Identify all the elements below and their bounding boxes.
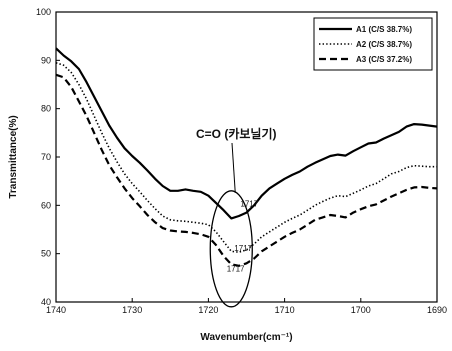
y-tick-label: 80	[41, 104, 51, 114]
peak-label: 1717	[234, 244, 252, 253]
legend: A1 (C/S 38.7%) A2 (C/S 38.7%) A3 (C/S 37.2…	[313, 17, 433, 71]
axis-ticks: 1740 1730 1720 1710 1700 1690 40 50 60 70 80 90 100	[36, 7, 447, 315]
series-line-a1	[55, 47, 438, 220]
legend-entry: A1 (C/S 38.7%)	[356, 25, 412, 34]
plot-frame	[55, 11, 438, 303]
y-tick-label: 50	[41, 249, 51, 259]
peak-label: 1717	[240, 199, 258, 208]
x-tick-label: 1700	[351, 305, 371, 315]
annotation-group: C=O (카보닐기)	[196, 126, 277, 308]
series-line-a3	[55, 73, 438, 267]
peak-label: 1717	[227, 265, 245, 274]
x-tick-label: 1690	[427, 305, 447, 315]
x-tick-label: 1740	[46, 305, 66, 315]
y-tick-label: 40	[41, 297, 51, 307]
x-tick-label: 1710	[275, 305, 295, 315]
x-axis-title: Wavenumber(cm⁻¹)	[200, 332, 292, 343]
y-tick-label: 90	[41, 55, 51, 65]
peak-labels: 1717 1717 1717	[227, 199, 259, 273]
carbonyl-annotation-text: C=O (카보닐기)	[196, 126, 277, 141]
x-tick-label: 1720	[198, 305, 218, 315]
x-tick-label: 1730	[122, 305, 142, 315]
y-axis-title: Transmittance(%)	[8, 115, 19, 198]
series-line-a2	[55, 62, 437, 253]
legend-entry: A3 (C/S 37.2%)	[356, 55, 412, 64]
carbonyl-highlight-ellipse	[209, 190, 253, 308]
carbonyl-leader-line	[231, 142, 236, 193]
legend-entry: A2 (C/S 38.7%)	[356, 40, 412, 49]
y-tick-label: 70	[41, 152, 51, 162]
y-tick-label: 60	[41, 200, 51, 210]
y-tick-label: 100	[36, 7, 51, 17]
series-group	[55, 47, 438, 267]
